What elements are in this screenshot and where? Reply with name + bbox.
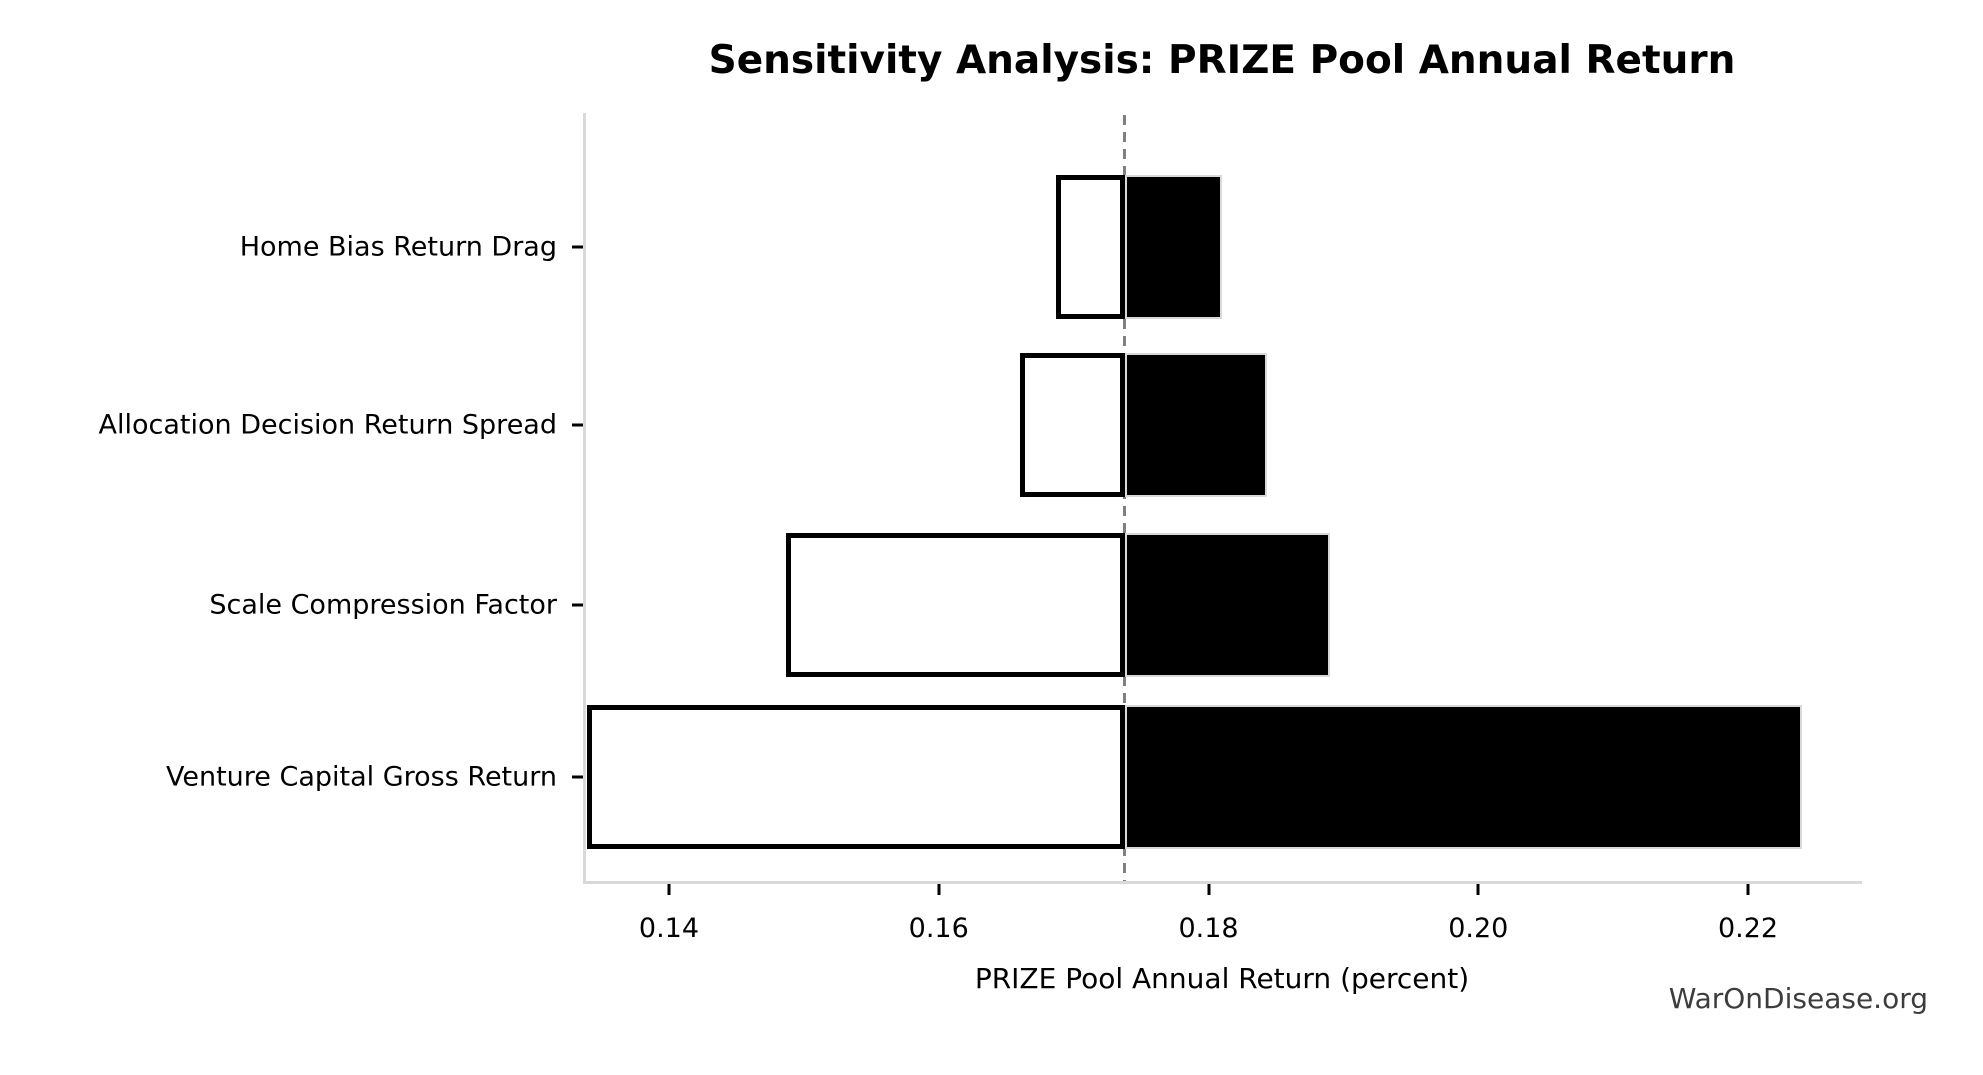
x-axis-tick [1746,884,1750,895]
x-axis-tick [1207,884,1210,895]
x-axis-tick [937,884,941,895]
y-axis-category-label: Venture Capital Gross Return [165,761,557,793]
high-bar [1124,175,1222,319]
high-bar [1124,353,1267,497]
y-axis-spine [583,113,586,883]
x-axis-tick-label: 0.20 [1448,913,1509,944]
x-axis-tick-label: 0.22 [1717,913,1779,944]
y-axis-tick [572,423,583,427]
high-bar [1124,533,1330,677]
y-axis-category-label: Scale Compression Factor [209,589,557,621]
y-axis-category-label: Allocation Decision Return Spread [98,409,557,441]
y-axis-tick [572,245,583,249]
y-axis-tick [572,775,583,779]
watermark: WarOnDisease.org [1668,982,1928,1015]
baseline-dashed-line [1123,115,1126,881]
x-axis-label: PRIZE Pool Annual Return (percent) [974,962,1470,995]
low-bar [786,533,1125,677]
low-bar [1019,353,1125,497]
low-bar [586,705,1125,849]
x-axis-tick-label: 0.14 [638,913,700,944]
low-bar [1056,175,1125,319]
x-axis-spine [583,881,1862,884]
chart-title: Sensitivity Analysis: PRIZE Pool Annual … [708,38,1736,83]
high-bar [1124,705,1802,849]
y-axis-tick [572,603,583,607]
x-axis-tick-label: 0.18 [1178,913,1239,944]
x-axis-tick-label: 0.16 [908,913,969,944]
x-axis-tick [667,884,671,895]
y-axis-category-label: Home Bias Return Drag [239,231,557,263]
x-axis-tick [1476,884,1480,895]
